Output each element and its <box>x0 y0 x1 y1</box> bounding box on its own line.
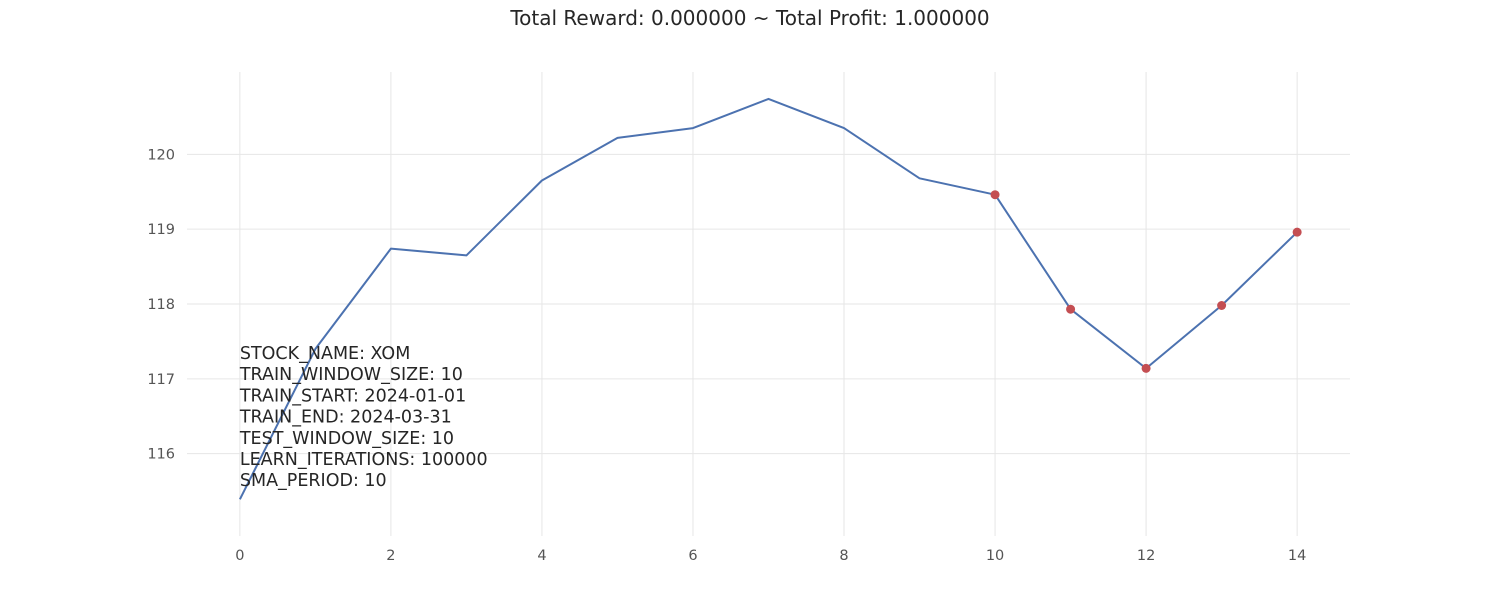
x-tick-label: 12 <box>1137 548 1155 564</box>
trade-marker-point <box>990 190 1000 200</box>
parameter-line: STOCK_NAME: XOM <box>240 344 410 364</box>
x-tick-label: 4 <box>537 548 546 564</box>
x-axis-ticks: 0 2 4 6 8 10 12 14 <box>235 548 1306 564</box>
x-tick-label: 6 <box>688 548 697 564</box>
x-tick-label: 0 <box>235 548 244 564</box>
series-layer <box>239 97 1298 500</box>
y-axis-ticks: 116 117 118 119 120 <box>147 147 175 462</box>
y-tick-label: 120 <box>147 147 175 163</box>
parameter-line: TRAIN_END: 2024-03-31 <box>239 408 452 428</box>
parameter-line: TRAIN_START: 2024-01-01 <box>239 386 466 406</box>
x-tick-label: 2 <box>386 548 395 564</box>
y-tick-label: 117 <box>147 372 175 388</box>
parameter-line: SMA_PERIOD: 10 <box>240 471 387 491</box>
marker-layer <box>990 190 1302 373</box>
parameter-line: TEST_WINDOW_SIZE: 10 <box>239 429 454 449</box>
x-tick-label: 8 <box>839 548 848 564</box>
y-tick-label: 118 <box>147 297 175 313</box>
y-tick-label: 119 <box>147 222 175 238</box>
parameter-line: LEARN_ITERATIONS: 100000 <box>240 450 488 470</box>
trade-marker-point <box>1141 363 1151 373</box>
trade-marker-point <box>1217 300 1227 310</box>
x-tick-label: 14 <box>1288 548 1306 564</box>
parameter-line: TRAIN_WINDOW_SIZE: 10 <box>239 365 463 385</box>
trade-marker-point <box>1066 304 1076 314</box>
y-tick-label: 116 <box>147 447 175 463</box>
chart-title: Total Reward: 0.000000 ~ Total Profit: 1… <box>510 6 990 30</box>
price-series-line <box>239 97 1298 500</box>
y-grid <box>187 153 1350 455</box>
x-tick-label: 10 <box>986 548 1004 564</box>
trade-marker-point <box>1292 227 1302 237</box>
